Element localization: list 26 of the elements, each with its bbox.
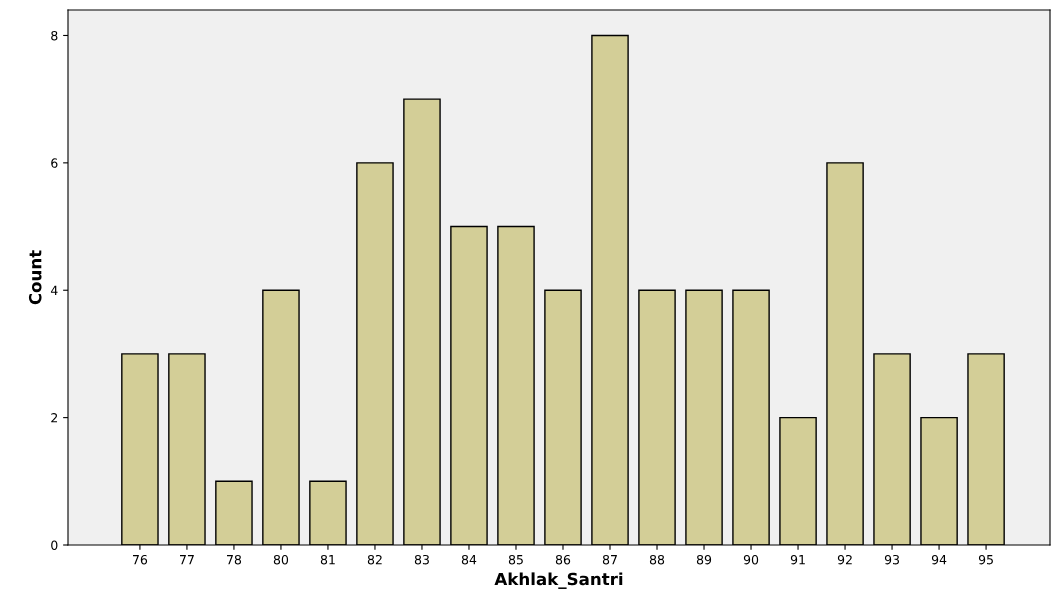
x-tick-label: 84 xyxy=(461,554,477,565)
x-tick-label: 92 xyxy=(837,554,852,565)
x-tick-label: 81 xyxy=(320,554,335,565)
x-tick-label: 82 xyxy=(367,554,382,565)
y-tick-label: 6 xyxy=(51,158,58,168)
x-tick-label: 76 xyxy=(132,554,148,565)
y-tick-label: 4 xyxy=(50,285,58,295)
x-tick-label: 83 xyxy=(414,554,429,565)
x-tick-label: 78 xyxy=(227,554,242,565)
x-tick-label: 94 xyxy=(931,554,947,565)
x-tick-label: 91 xyxy=(790,554,805,565)
x-axis-title: Akhlak_Santri xyxy=(494,572,623,589)
x-tick-label: 80 xyxy=(273,554,289,565)
x-tick-label: 77 xyxy=(180,555,194,565)
y-tick-label: 2 xyxy=(51,413,58,423)
x-tick-label: 85 xyxy=(508,554,523,565)
x-tick-label: 86 xyxy=(555,554,571,565)
x-tick-label: 93 xyxy=(884,554,899,565)
x-tick-label: 88 xyxy=(649,554,665,565)
x-tick-label: 87 xyxy=(602,554,617,565)
y-tick-label: 8 xyxy=(51,30,58,41)
x-tick-label: 95 xyxy=(978,554,993,565)
y-tick-label: 0 xyxy=(51,540,58,550)
x-tick-label: 90 xyxy=(743,554,759,565)
y-axis-title: Count xyxy=(28,250,42,305)
x-tick-label: 89 xyxy=(696,554,712,565)
